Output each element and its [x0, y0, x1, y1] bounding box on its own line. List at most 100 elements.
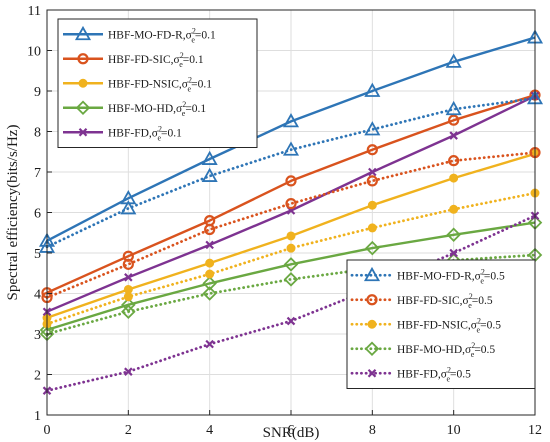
y-tick-label: 4	[34, 288, 41, 303]
x-marker	[449, 248, 458, 258]
dot-marker	[286, 243, 296, 253]
circle-marker	[77, 53, 89, 65]
legend-entry: HBF-FD-NSIC,σ2 e=0.1	[63, 75, 212, 93]
x-marker	[124, 367, 133, 376]
x-marker-stroke	[78, 127, 88, 137]
diamond-marker	[283, 257, 299, 272]
circle-marker	[366, 175, 378, 187]
dot-marker	[367, 200, 377, 210]
legend-label: HBF-MO-HD,σ2 e=0.1	[108, 100, 206, 118]
legend-top-left: HBF-MO-FD-R,σ2 e=0.1 HBF-FD-SIC,σ2 e=0.1 HBF…	[57, 18, 258, 148]
y-tick-label: 5	[34, 247, 41, 262]
legend-label: HBF-MO-FD-R,σ2 e=0.1	[108, 26, 216, 44]
diamond-marker	[446, 227, 461, 243]
legend-label: HBF-FD,σ2 e=0.1	[108, 124, 182, 142]
legend-bottom-right: HBF-MO-FD-R,σ2 e=0.5 HBF-FD-SIC,σ2 e=0.5 HBF…	[346, 259, 536, 389]
y-tick-label: 8	[34, 126, 41, 141]
legend-entry: HBF-FD,σ2 e=0.5	[350, 365, 471, 383]
triangle-marker	[201, 150, 218, 165]
diamond-marker	[365, 240, 380, 256]
legend-entry: HBF-FD-SIC,σ2 e=0.1	[63, 51, 204, 69]
triangle-marker	[363, 266, 381, 282]
legend-entry: HBF-FD-SIC,σ2 e=0.5	[350, 292, 493, 310]
triangle-marker	[364, 121, 381, 136]
x-marker	[78, 127, 88, 137]
dot-marker	[367, 319, 377, 329]
legend-label: HBF-FD-NSIC,σ2 e=0.1	[108, 75, 212, 93]
y-tick-label: 7	[34, 166, 41, 181]
x-marker	[124, 273, 133, 282]
x-tick-label: 12	[528, 423, 542, 438]
y-tick-label: 2	[34, 369, 41, 384]
x-marker	[205, 339, 214, 349]
y-tick-label: 6	[34, 207, 41, 222]
dot-marker	[367, 223, 377, 233]
dot-marker	[205, 258, 215, 268]
dot-marker	[205, 269, 215, 279]
series-layer	[38, 29, 544, 395]
circle-marker	[285, 175, 297, 187]
x-tick-label: 0	[44, 423, 51, 438]
dot-marker	[449, 173, 459, 183]
series-line	[46, 93, 536, 294]
triangle-marker	[282, 141, 300, 156]
triangle-marker	[282, 113, 300, 128]
diamond-marker	[75, 100, 91, 116]
legend-entry: HBF-MO-HD,σ2 e=0.1	[63, 100, 206, 118]
diamond-marker	[202, 286, 217, 301]
x-marker	[205, 240, 214, 250]
x-marker-stroke	[205, 339, 214, 349]
circle-marker	[448, 114, 460, 126]
y-tick-label: 11	[28, 4, 41, 19]
x-marker-stroke	[449, 248, 458, 258]
x-marker-stroke	[367, 368, 377, 378]
legend-label: HBF-MO-FD-R,σ2 e=0.5	[397, 267, 505, 285]
legend-entry: HBF-MO-FD-R,σ2 e=0.1	[63, 25, 216, 44]
triangle-marker	[445, 53, 462, 68]
x-tick-label: 2	[125, 423, 132, 438]
x-marker-stroke	[286, 316, 296, 326]
y-axis-label: Spectral efficiency(bits/s/Hz)	[5, 125, 21, 301]
y-tick-label: 3	[34, 328, 41, 343]
triangle-marker	[120, 200, 137, 215]
series-line	[46, 36, 536, 242]
dot-marker	[286, 231, 296, 241]
x-marker	[367, 368, 377, 378]
y-tick-label: 9	[34, 85, 41, 100]
legend-label: HBF-FD,σ2 e=0.5	[397, 365, 471, 383]
legend-label: HBF-FD-SIC,σ2 e=0.1	[108, 51, 204, 69]
legend-label: HBF-FD-NSIC,σ2 e=0.5	[397, 316, 501, 334]
circle-marker	[204, 223, 216, 236]
legend-entry: HBF-MO-HD,σ2 e=0.5	[350, 341, 495, 359]
legend-entry: HBF-MO-FD-R,σ2 e=0.5	[350, 266, 505, 285]
triangle-marker	[74, 25, 92, 41]
legend-box	[346, 259, 536, 389]
circle-marker	[366, 144, 378, 156]
circle-marker	[366, 294, 378, 306]
x-tick-label: 10	[447, 423, 461, 438]
y-tick-label: 10	[27, 45, 41, 60]
x-tick-label: 4	[206, 423, 213, 438]
x-marker-stroke	[124, 367, 133, 376]
x-axis-label: SNR(dB)	[263, 425, 320, 441]
series-line	[45, 96, 537, 249]
legend-entry: HBF-FD,σ2 e=0.1	[63, 124, 182, 142]
diamond-marker	[364, 341, 380, 357]
dot-marker	[449, 204, 459, 214]
diamond-marker	[202, 276, 217, 291]
x-tick-label: 8	[369, 423, 376, 438]
x-tick-label: 6	[288, 423, 295, 438]
triangle-marker	[201, 167, 218, 182]
legend-label: HBF-FD-SIC,σ2 e=0.5	[397, 292, 493, 310]
dot-marker	[123, 292, 133, 302]
x-marker-stroke	[124, 273, 133, 282]
circle-marker	[448, 155, 460, 167]
diamond-marker	[283, 272, 299, 287]
y-tick-label: 1	[34, 409, 41, 424]
legend-entry: HBF-FD-NSIC,σ2 e=0.5	[350, 316, 501, 334]
x-marker	[368, 167, 377, 177]
diamond-marker	[121, 304, 136, 319]
triangle-marker	[445, 100, 462, 116]
